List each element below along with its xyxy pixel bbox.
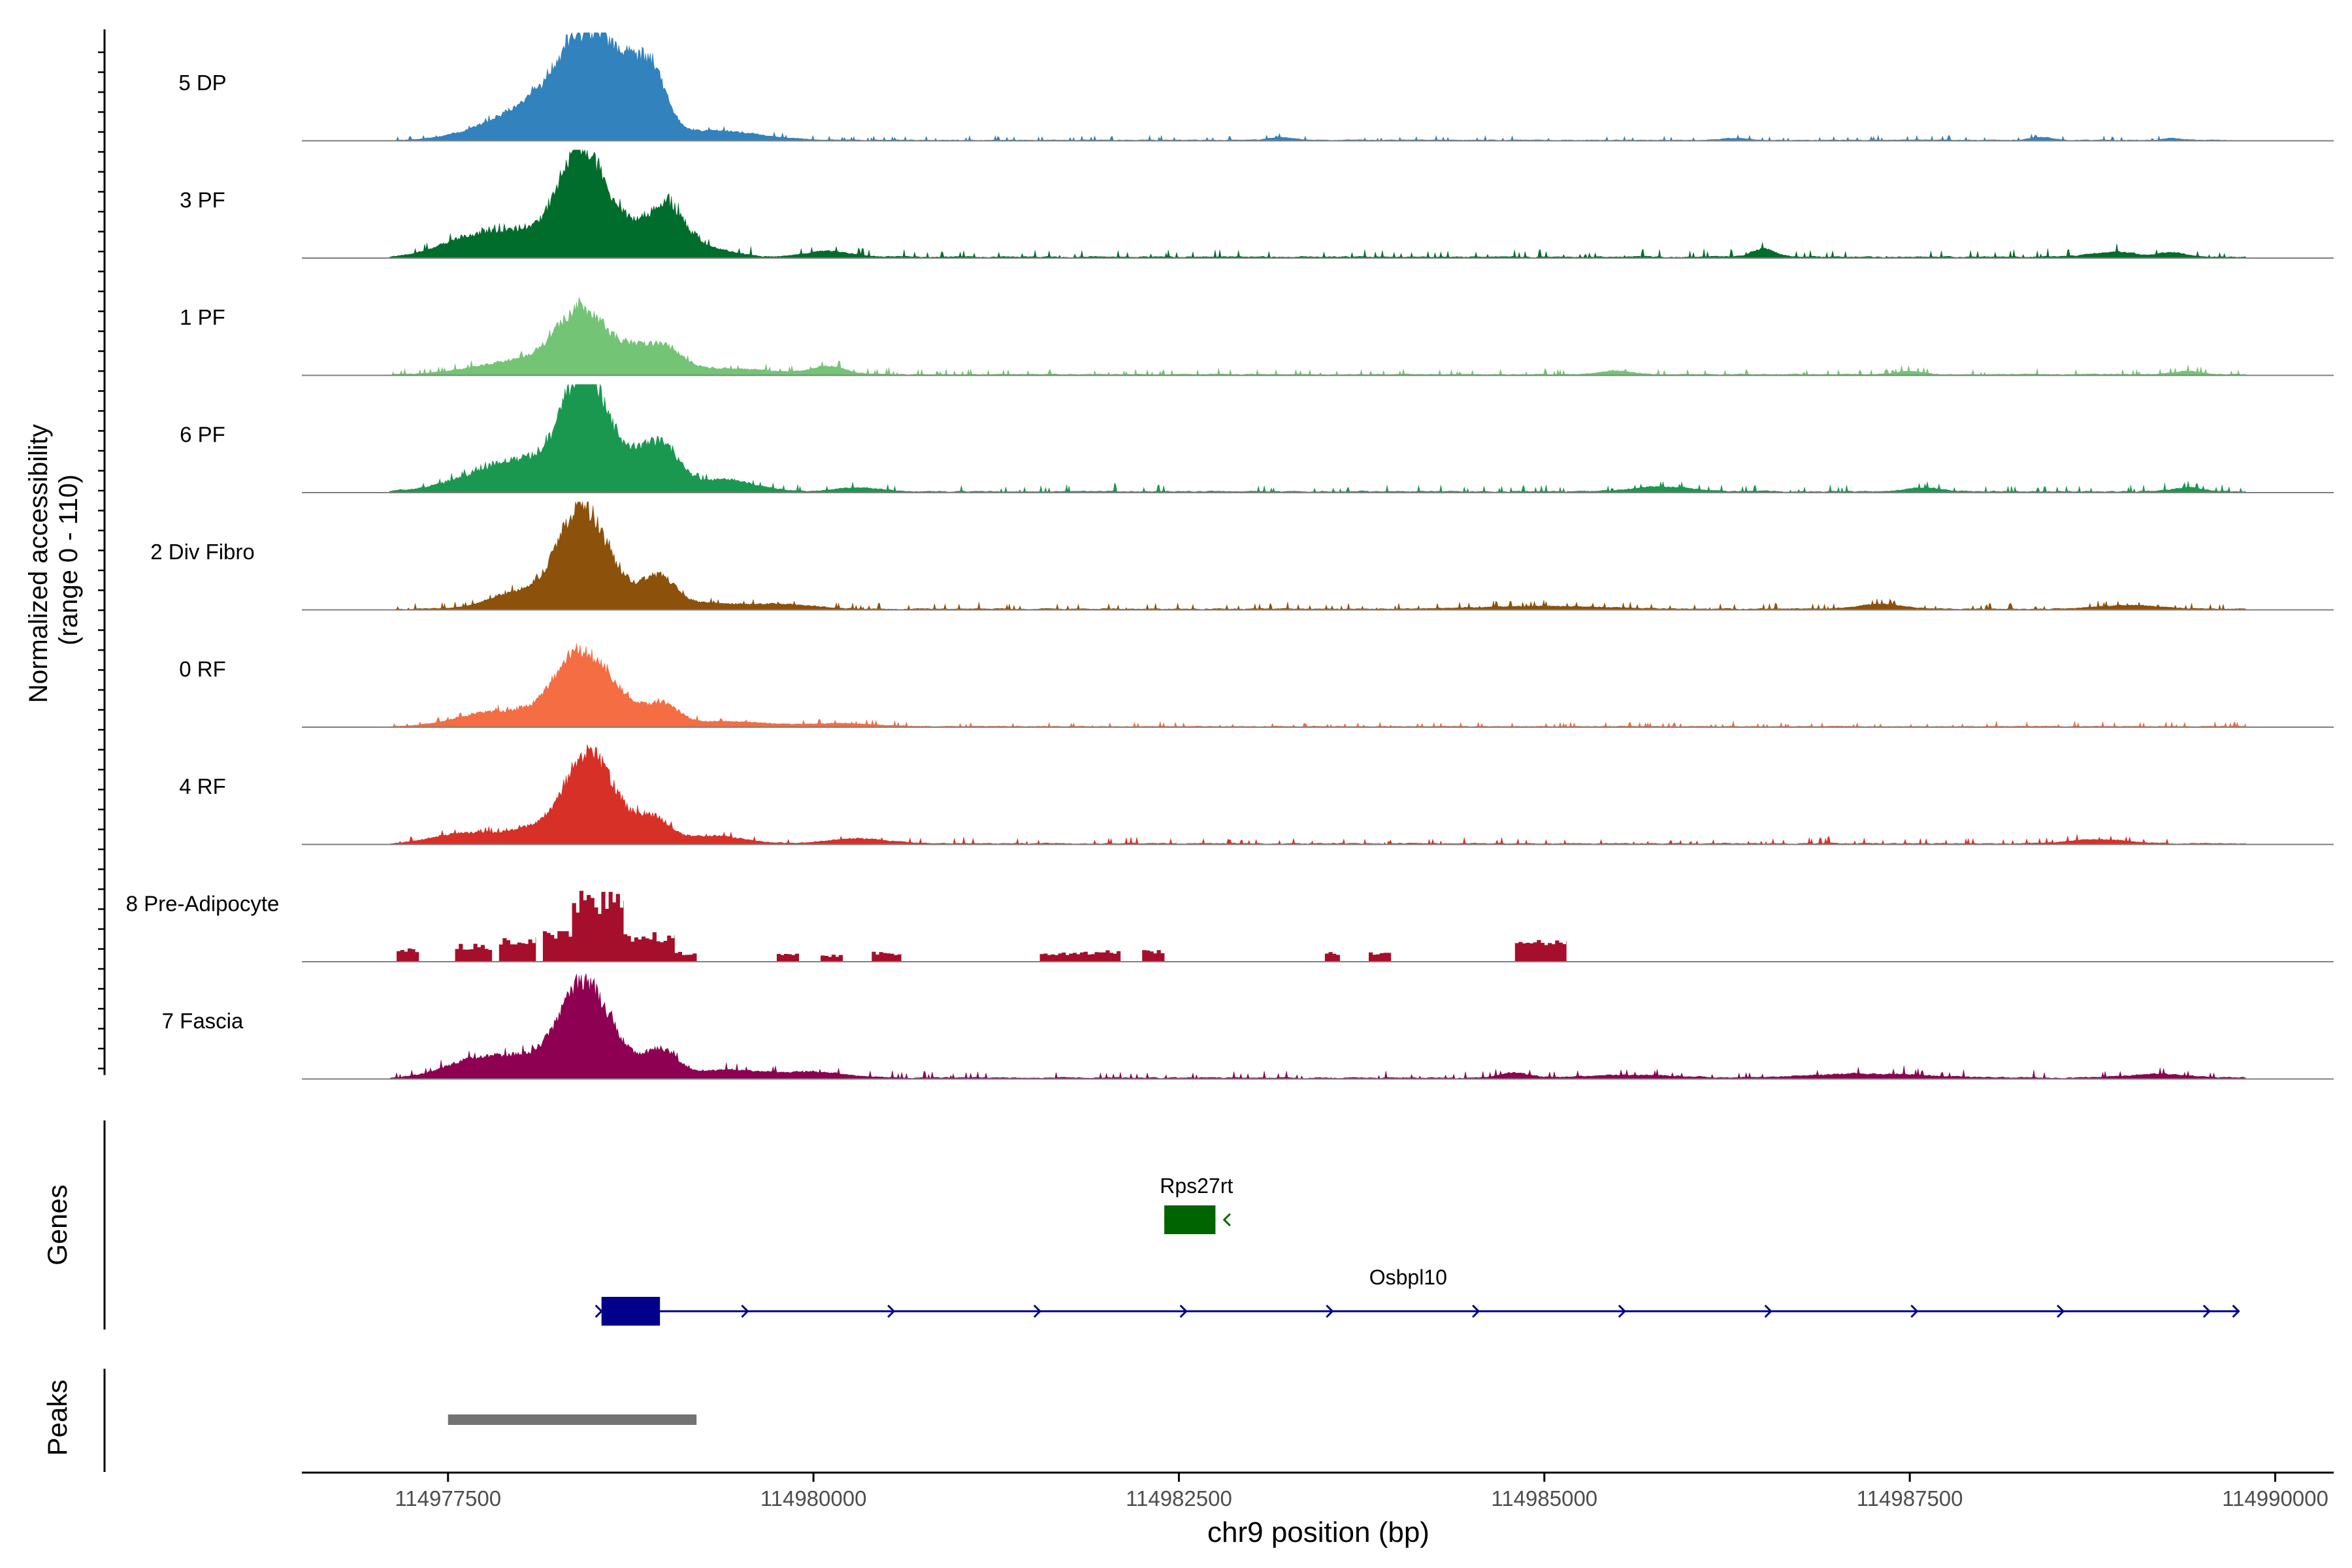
track-3-pf: 3 PF — [180, 149, 2334, 259]
gene-rps27rt: Rps27rt — [1160, 1174, 1233, 1234]
coverage-area — [389, 973, 2247, 1079]
strand-arrow-icon — [887, 1304, 896, 1318]
track-label: 5 DP — [178, 71, 226, 95]
x-tick-label: 114985000 — [1491, 1486, 1597, 1511]
coverage-y-axis — [98, 29, 106, 1075]
strand-arrow-icon — [1326, 1304, 1334, 1318]
strand-arrow-icon — [1033, 1304, 1042, 1318]
coverage-area — [389, 149, 2247, 259]
track-label: 7 Fascia — [162, 1009, 244, 1033]
track-7-fascia: 7 Fascia — [162, 973, 2334, 1080]
coverage-area — [389, 744, 2247, 845]
coverage-area — [389, 384, 2247, 493]
strand-arrow-icon — [2232, 1304, 2240, 1318]
track-label: 1 PF — [180, 305, 225, 329]
track-6-pf: 6 PF — [180, 384, 2334, 493]
track-label: 8 Pre-Adipocyte — [126, 892, 280, 916]
strand-arrow-icon — [1764, 1304, 1772, 1318]
strand-arrow-icon — [1472, 1304, 1480, 1318]
track-label: 4 RF — [179, 774, 226, 798]
track-0-rf: 0 RF — [179, 643, 2334, 728]
x-axis-title: chr9 position (bp) — [1207, 1516, 1429, 1548]
peaks-panel-label: Peaks — [42, 1380, 73, 1456]
gene-exon — [1164, 1205, 1216, 1234]
track-2-div-fibro: 2 Div Fibro — [150, 501, 2334, 611]
genes-panel-label: Genes — [42, 1184, 73, 1266]
strand-arrow-icon — [741, 1304, 749, 1318]
gene-track: Rps27rt Osbpl10 — [103, 1120, 2240, 1330]
gene-osbpl10: Osbpl10 — [595, 1266, 2240, 1326]
strand-arrow-icon — [1618, 1304, 1626, 1318]
track-4-rf: 4 RF — [179, 744, 2334, 845]
x-tick-label: 114977500 — [395, 1486, 501, 1511]
coverage-tracks: 5 DP 3 PF 1 PF 6 PF 2 Div Fibro 0 RF 4 RF 8 Pre… — [126, 32, 2334, 1080]
track-1-pf: 1 PF — [180, 297, 2334, 376]
track-5-dp: 5 DP — [178, 32, 2334, 142]
strand-arrow-icon — [1910, 1304, 1919, 1318]
x-tick-label: 114990000 — [2222, 1486, 2328, 1511]
strand-arrow-icon — [1179, 1304, 1188, 1318]
gene-exon — [601, 1297, 661, 1326]
track-8-pre-adipocyte: 8 Pre-Adipocyte — [126, 890, 2334, 962]
coverage-area — [302, 890, 2334, 962]
x-tick-label: 114982500 — [1126, 1486, 1232, 1511]
track-label: 0 RF — [179, 657, 226, 681]
y-axis-label-line1: Normalized accessibility — [24, 424, 53, 703]
track-label: 3 PF — [180, 188, 225, 212]
track-label: 6 PF — [180, 423, 225, 447]
strand-arrow-icon — [1222, 1213, 1231, 1227]
peak-region — [448, 1414, 697, 1425]
peak-track — [103, 1369, 697, 1472]
track-label: 2 Div Fibro — [150, 540, 255, 564]
y-axis-label-line2: (range 0 - 110) — [54, 474, 83, 645]
coverage-area — [389, 297, 2247, 376]
gene-name-label: Rps27rt — [1160, 1174, 1233, 1198]
coverage-area — [389, 643, 2247, 728]
strand-arrow-icon — [2057, 1304, 2065, 1318]
strand-arrow-icon — [2202, 1304, 2211, 1318]
y-axis-label: Normalized accessibility (range 0 - 110) — [24, 417, 83, 703]
x-tick-label: 114987500 — [1857, 1486, 1963, 1511]
strand-arrow-icon — [595, 1304, 603, 1318]
coverage-area — [389, 501, 2247, 610]
coverage-area — [389, 32, 2232, 141]
gene-name-label: Osbpl10 — [1369, 1266, 1447, 1289]
x-axis: 114977500 114980000 114982500 114985000 1149… — [302, 1471, 2334, 1511]
x-tick-label: 114980000 — [760, 1486, 867, 1511]
